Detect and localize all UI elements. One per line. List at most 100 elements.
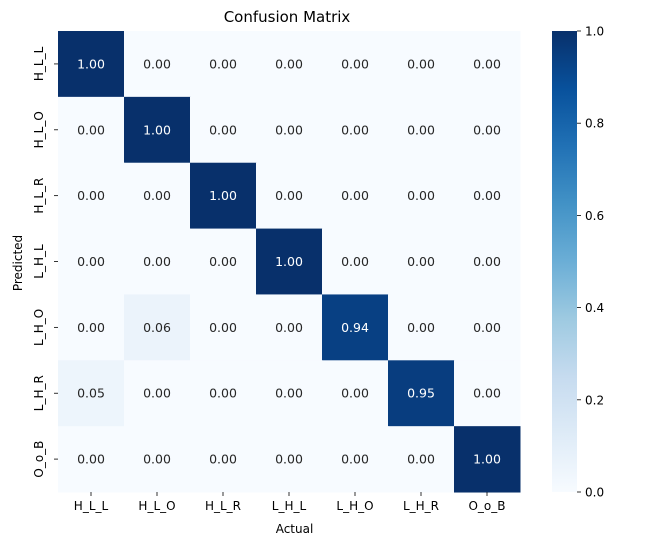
heatmap-cell <box>58 162 125 230</box>
heatmap-cells <box>58 31 521 493</box>
heatmap-cell <box>256 426 323 493</box>
heatmap-cell <box>124 96 191 164</box>
colorbar: 0.0 0.2 0.4 0.6 0.8 1.0 <box>552 25 604 500</box>
heatmap-cell <box>256 294 323 361</box>
colorbar-tick-label: 0.4 <box>585 301 604 315</box>
cell-value-label: 0.00 <box>275 386 303 401</box>
cell-value-label: 0.00 <box>275 188 303 203</box>
x-axis-label: Actual <box>276 522 314 536</box>
heatmap-cell <box>124 360 191 427</box>
heatmap-cell <box>322 360 389 427</box>
heatmap-cell <box>454 360 521 427</box>
cell-value-label: 0.00 <box>209 386 237 401</box>
heatmap-cell-labels: 1.00 0.00 0.00 0.00 0.00 0.00 0.00 0.00 1.00 0.00… <box>77 56 501 466</box>
heatmap-cell <box>256 360 323 427</box>
cell-value-label: 0.05 <box>77 386 105 401</box>
cell-value-label: 0.00 <box>275 320 303 335</box>
y-tick-label: L_H_L <box>32 244 46 279</box>
y-axis: H_L_L H_L_O H_L_R L_H_L L_H_O L_H_R O_o_B <box>32 46 58 478</box>
heatmap-cell <box>190 426 257 493</box>
heatmap-cell <box>124 228 191 295</box>
cell-value-label: 0.00 <box>407 320 435 335</box>
heatmap-cell <box>58 96 125 164</box>
cell-value-label: 0.95 <box>407 386 435 401</box>
cell-value-label: 0.00 <box>143 56 171 71</box>
cell-value-label: 0.00 <box>275 56 303 71</box>
heatmap-cell <box>190 228 257 295</box>
x-tick-label: L_H_O <box>336 499 373 513</box>
heatmap-cell <box>58 228 125 295</box>
cell-value-label: 0.00 <box>407 122 435 137</box>
heatmap-cell <box>322 426 389 493</box>
cell-value-label: 0.00 <box>209 56 237 71</box>
colorbar-tick-label: 0.2 <box>585 393 604 407</box>
heatmap-cell <box>388 162 455 230</box>
cell-value-label: 0.06 <box>143 320 171 335</box>
cell-value-label: 0.00 <box>407 452 435 467</box>
cell-value-label: 0.00 <box>341 386 369 401</box>
cell-value-label: 1.00 <box>77 56 105 71</box>
cell-value-label: 0.00 <box>407 254 435 269</box>
heatmap-cell <box>124 294 191 361</box>
y-tick-label: L_H_O <box>32 309 46 346</box>
heatmap-cell <box>388 360 455 427</box>
heatmap-cell <box>124 31 191 98</box>
y-tick-label: L_H_R <box>32 375 46 411</box>
colorbar-tick-label: 0.0 <box>585 486 604 500</box>
cell-value-label: 0.00 <box>209 452 237 467</box>
cell-value-label: 0.00 <box>77 320 105 335</box>
heatmap-cell <box>388 31 455 98</box>
heatmap-cell <box>58 426 125 493</box>
heatmap-cell <box>454 228 521 295</box>
cell-value-label: 0.00 <box>209 122 237 137</box>
heatmap-cell <box>256 162 323 230</box>
heatmap-cell <box>322 294 389 361</box>
heatmap-cell <box>388 96 455 164</box>
heatmap-cell <box>190 162 257 230</box>
cell-value-label: 0.00 <box>77 122 105 137</box>
heatmap-cell <box>124 162 191 230</box>
cell-value-label: 1.00 <box>209 188 237 203</box>
x-tick-label: H_L_O <box>138 499 175 513</box>
x-tick-label: H_L_L <box>74 499 109 513</box>
cell-value-label: 0.00 <box>341 452 369 467</box>
heatmap-cell <box>454 96 521 164</box>
heatmap-cell <box>388 294 455 361</box>
heatmap-cell <box>388 426 455 493</box>
heatmap-cell <box>322 96 389 164</box>
x-tick-label: L_H_L <box>272 499 307 513</box>
cell-value-label: 0.00 <box>341 122 369 137</box>
cell-value-label: 0.00 <box>341 254 369 269</box>
heatmap-cell <box>190 96 257 164</box>
cell-value-label: 0.00 <box>209 320 237 335</box>
cell-value-label: 0.00 <box>473 254 501 269</box>
cell-value-label: 1.00 <box>275 254 303 269</box>
heatmap-cell <box>454 162 521 230</box>
cell-value-label: 0.00 <box>143 254 171 269</box>
heatmap-cell <box>322 31 389 98</box>
cell-value-label: 0.00 <box>77 254 105 269</box>
cell-value-label: 0.00 <box>275 452 303 467</box>
y-tick-label: H_L_R <box>32 178 46 214</box>
x-tick-label: H_L_R <box>205 499 241 513</box>
cell-value-label: 0.00 <box>341 56 369 71</box>
cell-value-label: 0.00 <box>473 320 501 335</box>
colorbar-tick-label: 0.6 <box>585 209 604 223</box>
x-axis: H_L_L H_L_O H_L_R L_H_L L_H_O L_H_R O_o_B <box>74 492 506 513</box>
cell-value-label: 0.94 <box>341 320 369 335</box>
heatmap-cell <box>454 426 521 493</box>
heatmap-cell <box>256 96 323 164</box>
y-axis-label: Predicted <box>11 235 25 291</box>
cell-value-label: 0.00 <box>209 254 237 269</box>
cell-value-label: 0.00 <box>407 188 435 203</box>
colorbar-gradient <box>552 31 577 492</box>
x-tick-label: O_o_B <box>468 499 505 513</box>
heatmap-cell <box>58 31 125 98</box>
cell-value-label: 0.00 <box>143 452 171 467</box>
y-tick-label: O_o_B <box>32 441 46 478</box>
cell-value-label: 0.00 <box>143 386 171 401</box>
heatmap-cell <box>58 294 125 361</box>
heatmap-cell <box>322 162 389 230</box>
y-tick-label: H_L_L <box>32 46 46 81</box>
